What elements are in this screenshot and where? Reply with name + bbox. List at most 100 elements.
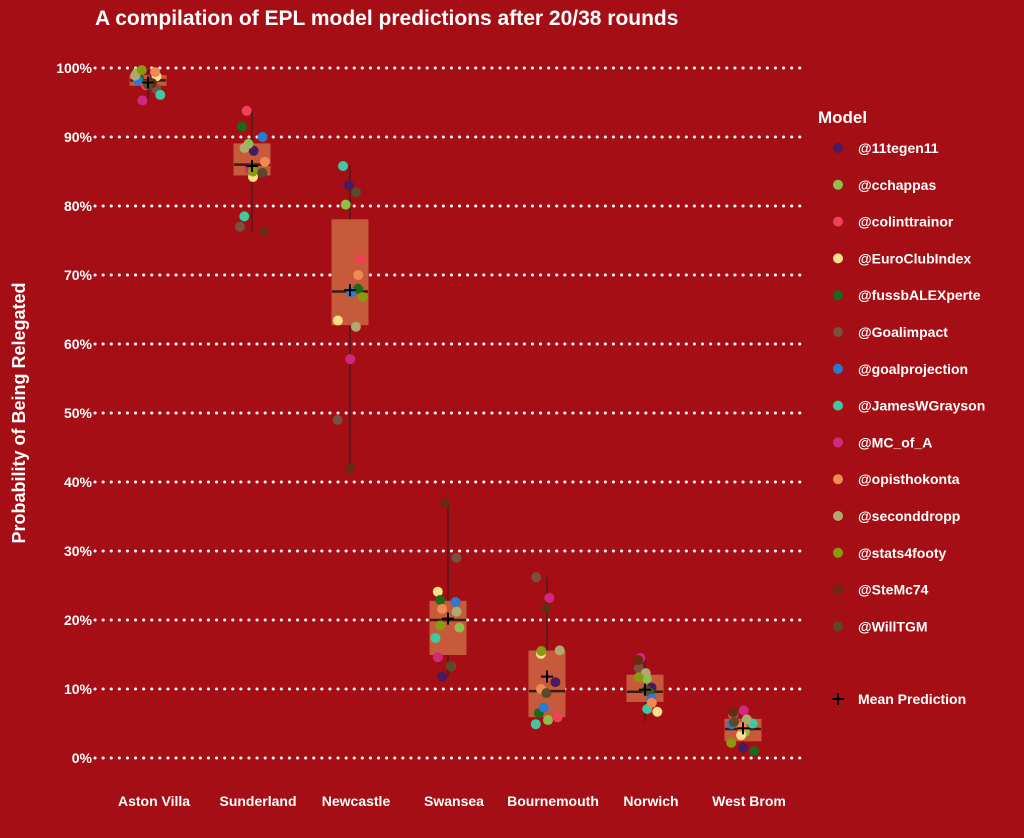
y-tick-label: 20% [64, 612, 93, 628]
legend-title: Model [818, 108, 867, 127]
legend-item: @WillTGM [833, 618, 928, 634]
x-tick-layer: Aston Villa Sunderland Newcastle Swansea Bou… [118, 793, 786, 809]
legend-swatch [833, 437, 843, 448]
legend-item: @cchappas [833, 177, 936, 193]
data-point [536, 646, 547, 657]
legend-swatch [833, 621, 843, 632]
data-point [531, 572, 542, 583]
data-point [749, 746, 760, 757]
legend-label: @MC_of_A [858, 434, 932, 450]
legend-item: @Goalimpact [833, 324, 948, 340]
legend-item: @seconddropp [833, 508, 960, 524]
x-tick-label: Norwich [623, 793, 678, 809]
data-point [344, 463, 355, 474]
legend-label: @SteMc74 [858, 582, 929, 598]
data-point [435, 594, 446, 605]
data-point [454, 622, 465, 633]
y-tick-label: 80% [64, 198, 93, 214]
data-point [259, 156, 270, 167]
legend-swatch [833, 474, 843, 485]
y-tick-label: 50% [64, 405, 93, 421]
legend-label: @JamesWGrayson [858, 398, 985, 414]
data-point [137, 95, 148, 106]
data-point [234, 221, 245, 232]
point-layer [130, 65, 760, 757]
x-tick-label: Sunderland [219, 793, 296, 809]
legend-swatch [833, 253, 843, 264]
data-point [552, 712, 563, 723]
legend-label: @seconddropp [858, 508, 960, 524]
data-point [357, 292, 368, 303]
data-point [542, 715, 553, 726]
legend-swatch [833, 363, 843, 374]
legend-swatch [833, 327, 843, 337]
data-point [345, 354, 356, 365]
data-point [541, 688, 552, 699]
legend-item: @opisthokonta [833, 471, 960, 487]
y-tick-label: 0% [72, 750, 93, 766]
y-tick-layer: 0% 10% 20% 30% 40% 50% 60% 70% 80% 90% 100% [56, 60, 92, 766]
data-point [633, 655, 644, 666]
legend-label: @cchappas [858, 177, 936, 193]
data-point [451, 606, 462, 617]
data-point [257, 132, 268, 142]
data-point [736, 721, 747, 732]
legend: Model @11tegen11@cchappas@colinttrainor@… [818, 108, 985, 707]
data-point [633, 663, 644, 674]
box [331, 219, 369, 326]
legend-label: @fussbALEXperte [858, 287, 981, 303]
data-point [332, 315, 343, 326]
legend-swatch [833, 143, 843, 153]
data-point [346, 287, 357, 298]
data-point [437, 603, 448, 614]
data-point [136, 65, 147, 76]
legend-item: @goalprojection [833, 361, 968, 377]
legend-item: @EuroClubIndex [833, 250, 971, 266]
legend-label-mean: Mean Prediction [858, 691, 966, 707]
data-point [150, 67, 161, 78]
y-tick-label: 10% [64, 681, 93, 697]
y-tick-label: 100% [56, 60, 92, 76]
data-point [239, 211, 250, 222]
legend-label: @11tegen11 [858, 140, 939, 156]
y-tick-label: 40% [64, 474, 93, 490]
mean-marker [246, 159, 258, 172]
legend-swatch [833, 290, 843, 301]
legend-label: @goalprojection [858, 361, 968, 377]
x-tick-label: Newcastle [322, 793, 391, 809]
data-point [544, 592, 555, 603]
data-point [435, 620, 446, 631]
data-point [530, 719, 541, 730]
data-point [332, 414, 343, 425]
y-tick-label: 70% [64, 267, 93, 283]
data-point [437, 671, 448, 682]
mean-layer [142, 76, 749, 735]
legend-swatch [833, 547, 843, 558]
legend-item: @JamesWGrayson [833, 398, 985, 414]
data-point [741, 714, 752, 725]
data-point [239, 143, 250, 154]
data-point [248, 145, 259, 156]
data-point [451, 552, 462, 563]
data-point [440, 497, 451, 508]
legend-swatch [833, 511, 843, 521]
legend-item: @SteMc74 [833, 582, 929, 598]
data-point [633, 672, 644, 683]
data-point [445, 661, 456, 672]
legend-label: @stats4footy [858, 545, 947, 561]
legend-label: @Goalimpact [858, 324, 948, 340]
data-point [652, 706, 663, 717]
data-point [338, 160, 349, 171]
data-point [430, 632, 441, 643]
legend-swatch [833, 216, 843, 227]
data-point [155, 89, 166, 100]
x-tick-label: Aston Villa [118, 793, 190, 809]
legend-label: @opisthokonta [858, 471, 960, 487]
y-tick-label: 60% [64, 336, 93, 352]
data-point [541, 603, 552, 614]
data-point [340, 199, 351, 210]
y-tick-label: 90% [64, 129, 93, 145]
legend-item: @fussbALEXperte [833, 287, 981, 303]
